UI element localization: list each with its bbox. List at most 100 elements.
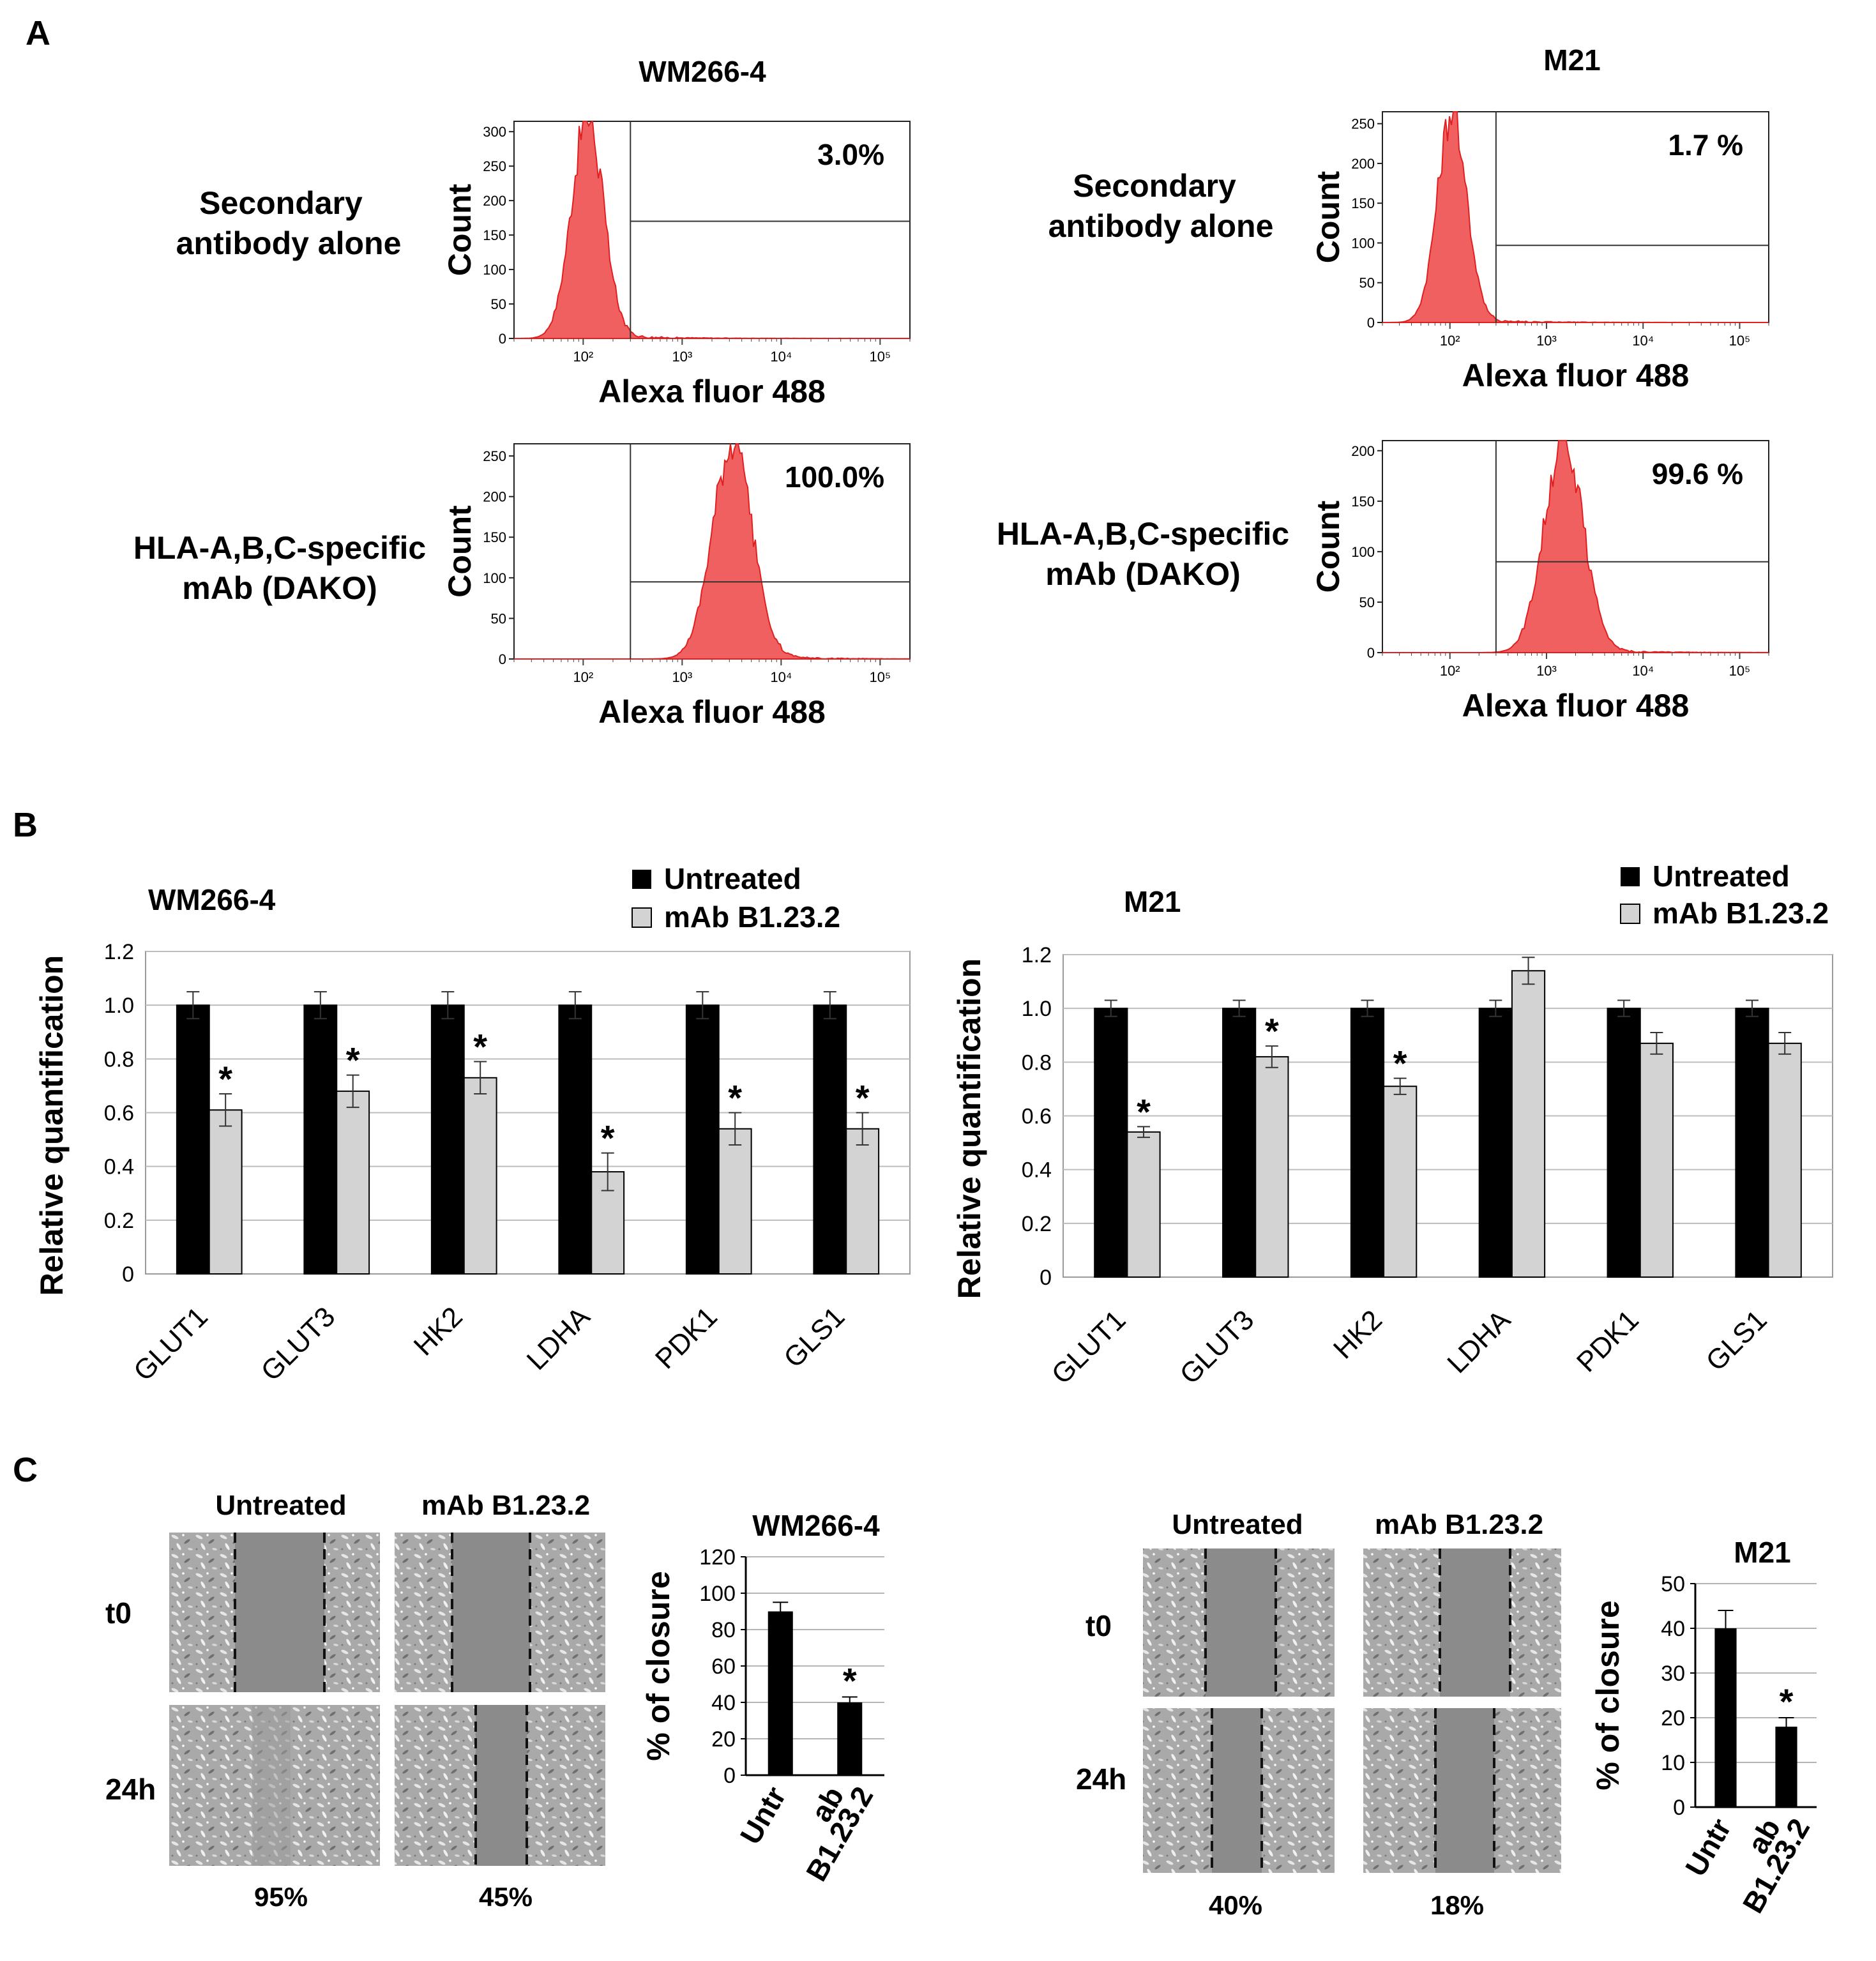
- flow-plot-wm266-secondary: 0 50 100 150 200 250 300 10² 10³ 10⁴ 10⁵ 3.0% Alexa …: [442, 120, 911, 409]
- bar-untreated: [685, 1004, 720, 1275]
- micro-row-24h-wm266: 24h: [105, 1773, 156, 1806]
- bar-untreated: [430, 1004, 465, 1275]
- significance-star: *: [1137, 1091, 1151, 1132]
- y-tick-label: 50: [1359, 594, 1375, 610]
- x-tick-label: 10³: [672, 669, 692, 685]
- legend-wm266: Untreated mAb B1.23.2: [632, 862, 840, 934]
- micro-row-t0-wm266: t0: [105, 1596, 132, 1630]
- row-label-hla-line1-m21: HLA-A,B,C-specific: [997, 516, 1289, 552]
- y-tick-label: 0.8: [104, 1047, 134, 1071]
- y-tick-label: 50: [491, 610, 506, 626]
- significance-star: *: [728, 1078, 742, 1118]
- x-tick-label: 10³: [1536, 663, 1557, 679]
- micrograph-wm266-treated-t0: [395, 1533, 605, 1692]
- category-label-untr: Untr: [734, 1781, 792, 1850]
- bar-untreated: [558, 1004, 593, 1275]
- bar-treated: [1255, 1056, 1289, 1278]
- bar-untreated: [1607, 1008, 1641, 1278]
- micro-row-24h-m21: 24h: [1076, 1762, 1126, 1796]
- legend-label-treated: mAb B1.23.2: [664, 900, 840, 934]
- y-tick-label: 200: [483, 489, 506, 505]
- legend-m21: Untreated mAb B1.23.2: [1620, 859, 1829, 930]
- y-tick-label: 1.2: [1022, 943, 1052, 967]
- y-axis-title: Count: [442, 183, 478, 276]
- y-tick-label: 120: [699, 1545, 736, 1570]
- y-tick-label: 30: [1661, 1662, 1685, 1686]
- y-tick-label: 150: [1351, 195, 1375, 211]
- bar-treated: [1383, 1086, 1418, 1278]
- micrograph-wm266-untreated-t0: [169, 1533, 380, 1692]
- y-tick-label: 0: [1367, 645, 1375, 661]
- x-tick-label: 10⁵: [1729, 333, 1751, 349]
- closure-m21-treated: 18%: [1430, 1890, 1484, 1920]
- y-tick-label: 0.6: [104, 1102, 134, 1126]
- y-tick-label: 250: [483, 448, 506, 464]
- x-axis-title: Alexa fluor 488: [1462, 688, 1690, 723]
- x-tick-label: 10³: [1536, 333, 1557, 349]
- closure-wm266-treated: 45%: [479, 1882, 533, 1912]
- x-tick-label: 10²: [1440, 333, 1460, 349]
- y-tick-label: 20: [1661, 1706, 1685, 1730]
- y-tick-label: 200: [1351, 156, 1375, 172]
- y-axis-title: Count: [1310, 170, 1346, 263]
- y-tick-label: 50: [1359, 275, 1375, 291]
- chart-title: M21: [1734, 1536, 1790, 1569]
- x-axis-title: Alexa fluor 488: [1462, 358, 1690, 393]
- y-tick-label: 0.4: [1022, 1158, 1052, 1183]
- bar-treated: [1639, 1042, 1674, 1278]
- bar-untreated: [1350, 1008, 1385, 1278]
- y-tick-label: 200: [1351, 443, 1375, 459]
- legend-label-untreated: Untreated: [664, 862, 801, 895]
- micro-col-treated-m21: mAb B1.23.2: [1375, 1509, 1543, 1540]
- bar-treated: [718, 1128, 752, 1275]
- x-tick-label: 10⁴: [1632, 663, 1654, 679]
- x-tick-label: 10⁵: [1729, 663, 1751, 679]
- legend-label-untreated-m21: Untreated: [1653, 859, 1790, 893]
- significance-star: *: [218, 1059, 232, 1099]
- panel-letter-a: A: [26, 14, 50, 52]
- x-tick-label: 10²: [573, 669, 593, 685]
- row-label-secondary-line2-m21: antibody alone: [1048, 208, 1274, 244]
- category-label: GLUT3: [1174, 1304, 1260, 1390]
- category-label: LDHA: [521, 1301, 596, 1376]
- y-tick-label: 0: [1673, 1796, 1685, 1820]
- significance-star: *: [1393, 1043, 1407, 1084]
- y-tick-label: 80: [711, 1618, 736, 1642]
- y-tick-label: 0: [723, 1764, 736, 1788]
- bar-treated: [463, 1077, 497, 1275]
- significance-star: *: [346, 1040, 360, 1080]
- panel-letter-c: C: [13, 1451, 38, 1489]
- significance-star: *: [1265, 1011, 1279, 1051]
- micrograph-wm266-untreated-24h: [169, 1705, 380, 1866]
- row-label-secondary-line2: antibody alone: [176, 225, 402, 261]
- significance-star: *: [843, 1660, 857, 1700]
- x-tick-label: 10³: [672, 349, 692, 365]
- row-label-hla-line1: HLA-A,B,C-specific: [133, 530, 426, 566]
- histogram-area: [514, 443, 911, 660]
- y-axis-title: Relative quantification: [951, 958, 987, 1299]
- bar-treated: [208, 1109, 243, 1275]
- micrograph-wm266-treated-24h: [395, 1705, 605, 1866]
- category-label: PDK1: [1571, 1304, 1645, 1378]
- flow-plot-m21-hla: 0 50 100 150 200 10² 10³ 10⁴ 10⁵ 99.6 % Alexa fluo…: [1310, 440, 1769, 723]
- category-label: GLUT1: [128, 1301, 214, 1387]
- category-label-untr: Untr: [1679, 1813, 1737, 1882]
- bar-treated: [1767, 1042, 1802, 1278]
- flow-plot-wm266-hla: 0 50 100 150 200 250 10² 10³ 10⁴ 10⁵ 100.0% Alexa f…: [442, 443, 911, 730]
- y-tick-label: 0.4: [104, 1155, 134, 1179]
- category-label: HK2: [408, 1301, 469, 1361]
- histogram-area: [1382, 111, 1769, 324]
- y-tick-label: 60: [711, 1654, 736, 1679]
- y-tick-label: 0.6: [1022, 1105, 1052, 1129]
- y-tick-label: 0: [499, 331, 506, 347]
- bar-untreated: [1222, 1008, 1257, 1278]
- micrograph-m21-treated-t0: [1363, 1548, 1561, 1697]
- chart-title: WM266-4: [752, 1509, 880, 1542]
- panel-a-title-wm266: WM266-4: [639, 55, 766, 88]
- x-tick-label: 10⁵: [870, 669, 891, 685]
- y-tick-label: 1.2: [104, 940, 134, 964]
- y-tick-label: 20: [711, 1727, 736, 1752]
- y-tick-label: 0: [122, 1262, 134, 1287]
